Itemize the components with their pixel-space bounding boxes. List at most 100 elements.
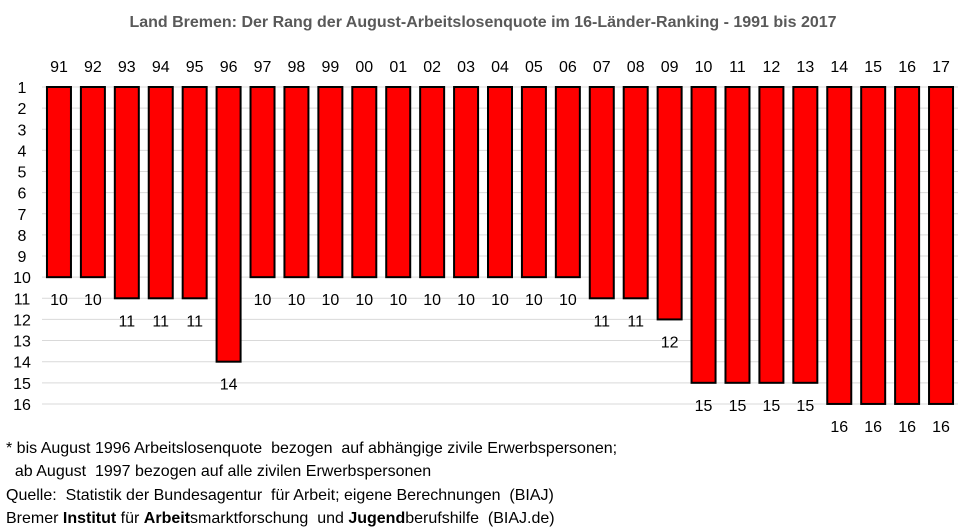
- bar: [317, 86, 344, 279]
- data-label: 11: [119, 313, 136, 330]
- data-label: 10: [491, 292, 509, 309]
- x-tick-label: 92: [84, 59, 102, 76]
- data-label: 10: [288, 292, 306, 309]
- x-tick-label: 01: [389, 59, 407, 76]
- data-label: 10: [423, 292, 441, 309]
- bar: [249, 86, 276, 279]
- bar: [622, 86, 649, 300]
- data-label: 10: [84, 292, 102, 309]
- y-tick-label: 12: [13, 312, 31, 329]
- x-tick-label: 11: [729, 59, 746, 76]
- y-tick-label: 14: [13, 355, 31, 372]
- data-label: 15: [796, 398, 814, 415]
- y-tick-label: 15: [13, 376, 31, 393]
- credit-part: für: [116, 510, 144, 527]
- data-label: 10: [321, 292, 339, 309]
- data-label: 11: [627, 313, 644, 330]
- x-tick-label: 13: [796, 59, 814, 76]
- data-label: 11: [152, 313, 169, 330]
- footnote-line-1: * bis August 1996 Arbeitslosenquote bezo…: [6, 440, 618, 457]
- data-label: 16: [864, 419, 882, 436]
- bar: [928, 86, 955, 405]
- x-tick-label: 12: [763, 59, 781, 76]
- data-label: 10: [50, 292, 68, 309]
- data-label: 14: [220, 377, 238, 394]
- y-tick-label: 6: [18, 186, 27, 203]
- y-tick-label: 5: [18, 165, 27, 182]
- data-label: 10: [559, 292, 577, 309]
- bar: [419, 86, 446, 279]
- x-tick-label: 99: [321, 59, 339, 76]
- x-tick-label: 17: [932, 59, 950, 76]
- data-label: 10: [457, 292, 475, 309]
- data-label: 11: [186, 313, 203, 330]
- bar: [588, 86, 615, 300]
- data-label: 12: [661, 334, 679, 351]
- data-label: 16: [932, 419, 950, 436]
- y-tick-label: 1: [18, 80, 27, 97]
- bar: [520, 86, 547, 279]
- x-tick-label: 14: [830, 59, 848, 76]
- data-label: 11: [593, 313, 610, 330]
- bar: [453, 86, 480, 279]
- data-label: 15: [695, 398, 713, 415]
- x-tick-label: 10: [695, 59, 713, 76]
- x-tick-label: 09: [661, 59, 679, 76]
- data-label: 10: [355, 292, 373, 309]
- chart-title: Land Bremen: Der Rang der August-Arbeits…: [129, 14, 837, 31]
- x-tick-label: 15: [864, 59, 882, 76]
- data-label: 10: [254, 292, 272, 309]
- bar: [554, 86, 581, 279]
- x-tick-label: 97: [254, 59, 272, 76]
- x-tick-label: 98: [288, 59, 306, 76]
- y-tick-label: 8: [18, 228, 27, 245]
- y-tick-label: 4: [18, 143, 27, 160]
- y-tick-label: 7: [18, 207, 27, 224]
- credit-part: berufshilfe (BIAJ.de): [405, 510, 555, 527]
- x-tick-label: 06: [559, 59, 577, 76]
- bar: [351, 86, 378, 279]
- data-label: 16: [830, 419, 848, 436]
- bar: [113, 86, 140, 300]
- data-label: 16: [898, 419, 916, 436]
- bar: [690, 86, 717, 384]
- footnote-line-2: ab August 1997 bezogen auf alle zivilen …: [6, 463, 432, 480]
- source-line: Quelle: Statistik der Bundesagentur für …: [6, 487, 554, 504]
- x-tick-label: 07: [593, 59, 611, 76]
- bar: [894, 86, 921, 405]
- bars: [45, 86, 955, 405]
- credit-part: Jugend: [348, 510, 406, 527]
- x-tick-label: 91: [50, 59, 68, 76]
- x-tick-label: 05: [525, 59, 543, 76]
- bar: [724, 86, 751, 384]
- x-tick-label: 04: [491, 59, 509, 76]
- bar: [826, 86, 853, 405]
- data-label: 10: [525, 292, 543, 309]
- x-tick-label: 94: [152, 59, 170, 76]
- y-tick-label: 10: [13, 270, 31, 287]
- credit-part: Institut: [62, 510, 117, 527]
- bar: [147, 86, 174, 300]
- bar: [487, 86, 513, 279]
- x-tick-label: 00: [355, 59, 373, 76]
- bar: [860, 86, 887, 405]
- data-labels: 10 10 11 11 11 14 10 10 10 10 10 10 10 10 10 10 11 11 12 15…: [50, 292, 950, 436]
- bar: [283, 86, 310, 279]
- x-tick-label: 93: [118, 59, 136, 76]
- data-label: 15: [763, 398, 781, 415]
- y-tick-label: 11: [14, 291, 31, 308]
- y-tick-label: 3: [18, 122, 27, 139]
- bar: [79, 86, 106, 279]
- x-tick-label: 96: [220, 59, 238, 76]
- bar: [792, 86, 819, 384]
- x-tick-label: 02: [423, 59, 441, 76]
- credit-part: smarktforschung und: [190, 510, 349, 527]
- x-tick-label: 08: [627, 59, 645, 76]
- credit-part: Bremer: [6, 510, 63, 527]
- credit-part: Arbeit: [143, 510, 191, 527]
- bar: [181, 86, 208, 300]
- bar: [215, 86, 242, 363]
- y-tick-label: 16: [13, 397, 31, 414]
